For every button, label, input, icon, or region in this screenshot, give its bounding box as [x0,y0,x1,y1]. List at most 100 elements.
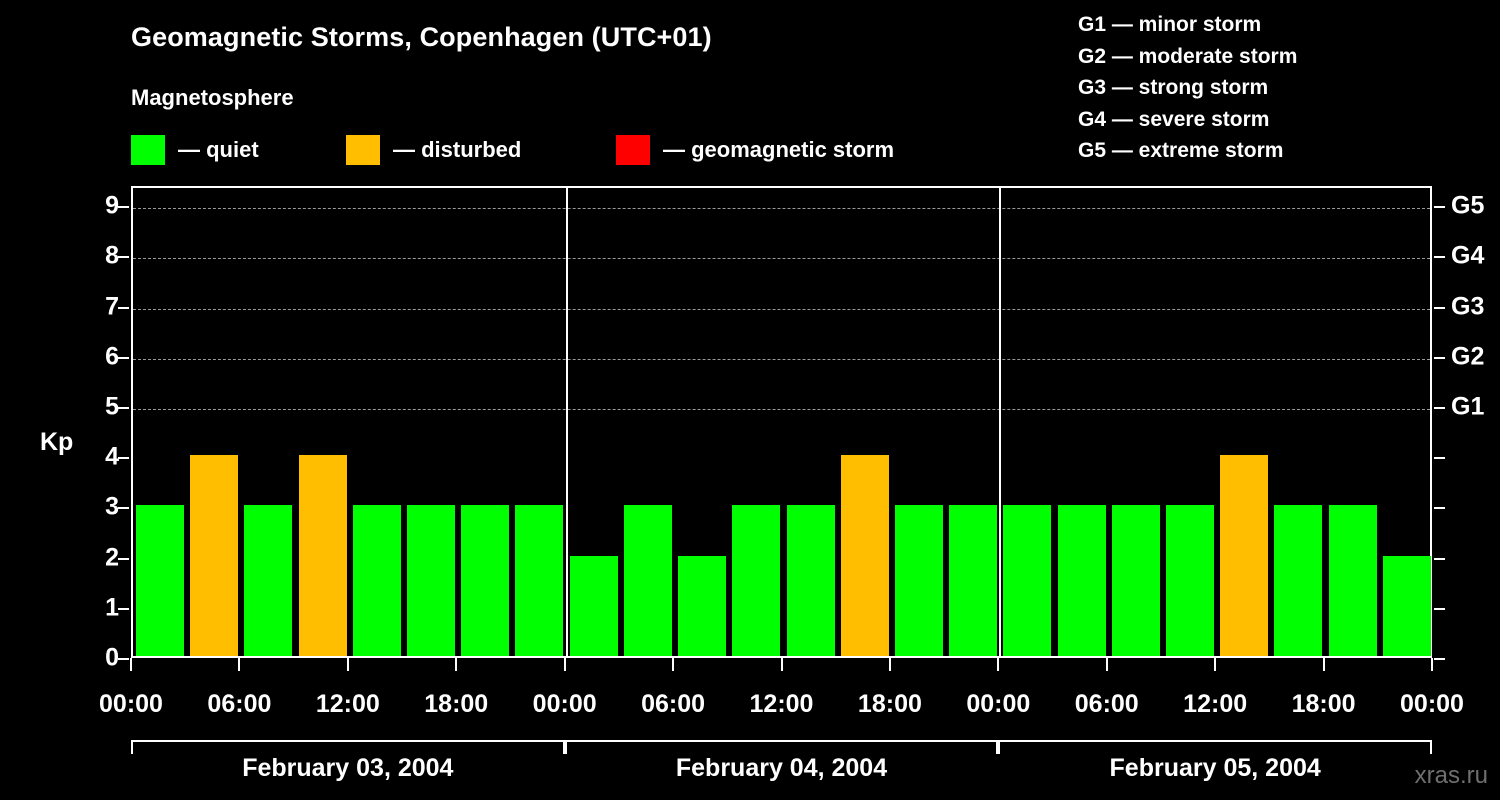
y-tick-label-4: 4 [105,442,119,471]
bar[interactable] [1003,505,1051,656]
gridline-kp-7 [133,308,1430,310]
day-separator [999,188,1002,656]
watermark: xras.ru [1414,762,1488,789]
y-axis-label: Kp [40,428,74,456]
bar[interactable] [1112,505,1160,656]
day-separator [565,188,568,656]
x-tick-label-10: 12:00 [1183,690,1248,718]
g-axis-label-G2: G2 [1451,342,1485,371]
bar[interactable] [407,505,455,656]
bar[interactable] [244,505,292,656]
right-tick-7 [1434,306,1445,309]
x-tick-label-2: 12:00 [315,690,380,718]
legend-item-quiet: — quiet [131,134,259,166]
bar[interactable] [353,505,401,656]
day-label-1: February 03, 2004 [242,754,454,782]
x-tick-0 [130,658,132,671]
x-tick-12 [1431,658,1433,671]
g-scale-row-2: G2 — moderate storm [1078,44,1298,68]
bar[interactable] [787,505,835,656]
x-tick-8 [997,658,1000,671]
x-tick-5 [672,658,675,671]
x-tick-label-9: 06:00 [1074,690,1139,718]
x-tick-label-5: 06:00 [641,690,706,718]
bar[interactable] [1220,455,1268,656]
y-tick-0 [118,658,129,660]
bar[interactable] [624,505,672,656]
bar[interactable] [515,505,563,656]
y-tick-8 [118,256,129,259]
day-bracket-3 [998,740,1432,754]
plot-area [131,186,1432,658]
g-scale-legend: G1 — minor storm G2 — moderate storm G3 — … [1078,9,1297,167]
y-tick-label-2: 2 [105,543,119,572]
x-tick-9 [1105,658,1108,671]
bar[interactable] [136,505,184,656]
x-tick-1 [238,658,241,671]
legend-swatch-quiet [131,135,165,165]
x-tick-label-11: 18:00 [1291,690,1356,718]
y-tick-5 [118,406,129,409]
y-tick-6 [118,356,129,359]
x-tick-3 [455,658,458,671]
x-tick-label-4: 00:00 [532,690,597,718]
x-tick-6 [780,658,783,671]
right-tick-1 [1434,607,1445,610]
bar[interactable] [1329,505,1377,656]
day-bracket-2 [564,740,999,754]
g-scale-row-1: G1 — minor storm [1078,13,1262,36]
bar[interactable] [1166,505,1214,656]
x-tick-label-3: 18:00 [424,690,489,718]
bar[interactable] [570,555,618,656]
bar[interactable] [299,455,347,656]
subtitle: Magnetosphere [131,85,294,110]
x-tick-label-6: 12:00 [749,690,814,718]
bar[interactable] [1274,505,1322,656]
day-label-2: February 04, 2004 [675,754,888,782]
x-tick-4 [563,658,566,671]
right-tick-0 [1434,658,1445,660]
y-tick-4 [118,457,129,460]
page-title: Geomagnetic Storms, Copenhagen (UTC+01) [131,22,712,52]
day-bracket-1 [131,740,565,754]
bar-series [133,188,1431,656]
bar[interactable] [732,505,780,656]
legend-swatch-storm [616,135,650,165]
g-scale-row-4: G4 — severe storm [1078,107,1270,131]
x-tick-label-12: 00:00 [1400,690,1464,718]
bar[interactable] [895,505,943,656]
right-tick-8 [1434,256,1445,259]
g-axis-label-G3: G3 [1451,292,1485,320]
right-tick-3 [1434,507,1445,510]
x-tick-11 [1322,658,1325,671]
y-tick-label-7: 7 [105,292,119,320]
bar[interactable] [190,455,238,656]
bar[interactable] [949,505,997,656]
right-tick-9 [1434,206,1445,209]
y-tick-label-5: 5 [105,392,119,421]
g-axis-label-G4: G4 [1451,241,1485,270]
bar[interactable] [1383,555,1431,656]
y-tick-label-0: 0 [105,643,119,672]
x-tick-label-8: 00:00 [966,690,1031,718]
bar[interactable] [841,455,889,656]
x-tick-2 [346,658,349,671]
y-tick-label-6: 6 [105,342,119,371]
y-tick-3 [118,507,129,510]
legend-label-disturbed: — disturbed [393,137,522,162]
bar[interactable] [1058,505,1106,656]
bar[interactable] [678,555,726,656]
right-tick-6 [1434,356,1445,359]
g-axis-label-G1: G1 [1451,392,1485,421]
right-tick-2 [1434,557,1445,560]
legend-item-disturbed: — disturbed [346,134,521,166]
bar[interactable] [461,505,509,656]
y-tick-label-8: 8 [105,241,119,270]
y-tick-label-1: 1 [105,593,119,622]
y-tick-label-3: 3 [105,492,119,521]
y-tick-1 [118,607,129,610]
right-tick-5 [1434,406,1445,409]
right-tick-4 [1434,457,1445,460]
x-tick-7 [888,658,891,671]
gridline-kp-5 [133,408,1430,410]
